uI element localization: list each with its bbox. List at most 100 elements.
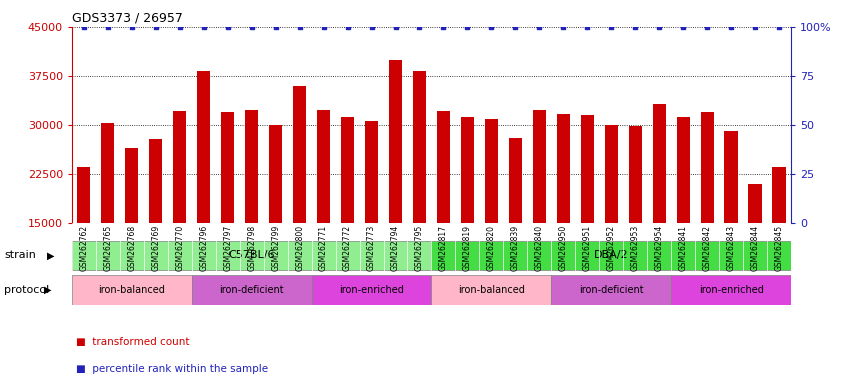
Bar: [508, 138, 522, 223]
Point: [485, 24, 498, 30]
Bar: [552, 275, 671, 305]
Text: GSM262770: GSM262770: [175, 225, 184, 271]
Point: [365, 24, 378, 30]
Point: [580, 24, 594, 30]
Bar: [533, 111, 546, 223]
Text: GSM262796: GSM262796: [200, 225, 208, 271]
Point: [77, 24, 91, 30]
Bar: [102, 124, 114, 223]
Bar: [580, 115, 594, 223]
Text: GSM262773: GSM262773: [367, 225, 376, 271]
Text: GSM262843: GSM262843: [727, 225, 735, 271]
Point: [101, 24, 114, 30]
Point: [652, 24, 666, 30]
Bar: [629, 126, 642, 223]
Bar: [221, 112, 234, 223]
Bar: [749, 184, 761, 223]
Text: GSM262794: GSM262794: [391, 225, 400, 271]
Bar: [677, 117, 689, 223]
Text: protocol: protocol: [4, 285, 49, 295]
Text: GSM262820: GSM262820: [487, 225, 496, 271]
Text: GSM262769: GSM262769: [151, 225, 160, 271]
Text: GSM262951: GSM262951: [583, 225, 591, 271]
Text: GSM262952: GSM262952: [607, 225, 616, 271]
Bar: [311, 275, 431, 305]
Text: ■  transformed count: ■ transformed count: [76, 337, 190, 347]
Bar: [72, 275, 192, 305]
Point: [388, 24, 403, 30]
Bar: [192, 275, 311, 305]
Bar: [125, 147, 139, 223]
Point: [700, 24, 714, 30]
Text: iron-balanced: iron-balanced: [98, 285, 165, 295]
Text: DBA/2: DBA/2: [594, 250, 629, 260]
Bar: [77, 167, 91, 223]
Bar: [772, 167, 786, 223]
Point: [125, 24, 139, 30]
Point: [604, 24, 618, 30]
Point: [245, 24, 259, 30]
Bar: [437, 111, 450, 223]
Text: GSM262845: GSM262845: [775, 225, 783, 271]
Bar: [724, 131, 738, 223]
Bar: [605, 125, 618, 223]
Text: GSM262762: GSM262762: [80, 225, 88, 271]
Bar: [431, 275, 552, 305]
Point: [508, 24, 522, 30]
Text: GSM262817: GSM262817: [439, 225, 448, 271]
Text: GSM262950: GSM262950: [559, 225, 568, 271]
Point: [460, 24, 474, 30]
Text: iron-balanced: iron-balanced: [458, 285, 525, 295]
Bar: [341, 117, 354, 223]
Text: GSM262768: GSM262768: [128, 225, 136, 271]
Point: [437, 24, 450, 30]
Text: GSM262839: GSM262839: [511, 225, 519, 271]
Text: GSM262765: GSM262765: [103, 225, 113, 271]
Bar: [671, 275, 791, 305]
Point: [413, 24, 426, 30]
Text: GSM262819: GSM262819: [463, 225, 472, 271]
Text: GSM262800: GSM262800: [295, 225, 304, 271]
Bar: [431, 241, 791, 270]
Text: iron-enriched: iron-enriched: [339, 285, 404, 295]
Text: GSM262841: GSM262841: [678, 225, 688, 271]
Text: GSM262771: GSM262771: [319, 225, 328, 271]
Text: strain: strain: [4, 250, 36, 260]
Bar: [197, 71, 211, 223]
Text: iron-deficient: iron-deficient: [219, 285, 284, 295]
Bar: [389, 60, 402, 223]
Bar: [293, 86, 306, 223]
Bar: [461, 117, 474, 223]
Bar: [485, 119, 498, 223]
Bar: [269, 125, 283, 223]
Point: [316, 24, 330, 30]
Text: GSM262842: GSM262842: [703, 225, 711, 271]
Text: ■  percentile rank within the sample: ■ percentile rank within the sample: [76, 364, 268, 374]
Bar: [149, 139, 162, 223]
Text: GSM262795: GSM262795: [415, 225, 424, 271]
Text: GSM262954: GSM262954: [655, 225, 663, 271]
Bar: [557, 114, 570, 223]
Text: GSM262953: GSM262953: [631, 225, 640, 271]
Text: GSM262772: GSM262772: [343, 225, 352, 271]
Text: GDS3373 / 26957: GDS3373 / 26957: [72, 11, 183, 24]
Point: [749, 24, 762, 30]
Bar: [700, 112, 714, 223]
Text: ▶: ▶: [47, 250, 54, 260]
Bar: [652, 104, 666, 223]
Point: [293, 24, 306, 30]
Point: [197, 24, 211, 30]
Text: GSM262799: GSM262799: [272, 225, 280, 271]
Point: [677, 24, 690, 30]
Text: GSM262797: GSM262797: [223, 225, 232, 271]
Text: iron-deficient: iron-deficient: [579, 285, 644, 295]
Bar: [365, 121, 378, 223]
Bar: [245, 111, 258, 223]
Text: GSM262840: GSM262840: [535, 225, 544, 271]
Point: [221, 24, 234, 30]
Point: [772, 24, 786, 30]
Bar: [317, 111, 330, 223]
Point: [629, 24, 642, 30]
Bar: [173, 111, 186, 223]
Point: [533, 24, 547, 30]
